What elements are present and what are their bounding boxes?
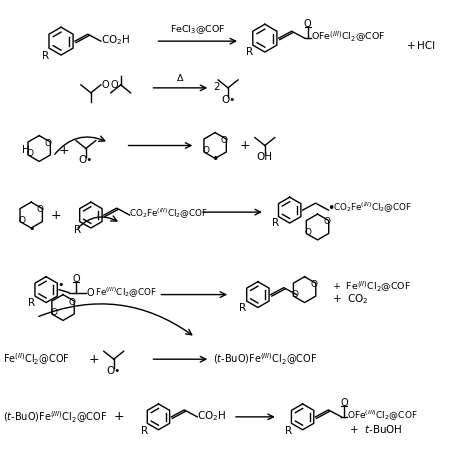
Text: Fe$^{(II)}$Cl$_2$@COF: Fe$^{(II)}$Cl$_2$@COF bbox=[3, 351, 70, 367]
Text: O: O bbox=[221, 136, 228, 145]
Text: +: + bbox=[89, 353, 99, 366]
Text: •: • bbox=[328, 202, 335, 215]
Text: O: O bbox=[102, 80, 109, 90]
Text: R: R bbox=[141, 426, 148, 436]
Text: Fe$^{(III)}$Cl$_2$@COF: Fe$^{(III)}$Cl$_2$@COF bbox=[95, 286, 157, 300]
Text: +  $t$-BuOH: + $t$-BuOH bbox=[349, 423, 403, 435]
Text: •: • bbox=[28, 224, 35, 234]
Text: O: O bbox=[111, 80, 118, 90]
Text: O: O bbox=[69, 298, 76, 307]
Text: O: O bbox=[18, 216, 26, 225]
Text: O: O bbox=[27, 149, 34, 158]
Text: CO$_2$H: CO$_2$H bbox=[101, 33, 130, 47]
Text: O: O bbox=[45, 138, 52, 148]
Text: OFe$^{(III)}$Cl$_2$@COF: OFe$^{(III)}$Cl$_2$@COF bbox=[347, 409, 418, 423]
Text: O•: O• bbox=[221, 95, 235, 105]
Text: +: + bbox=[240, 139, 251, 152]
Text: +: + bbox=[59, 144, 69, 157]
Text: HCl: HCl bbox=[417, 41, 435, 51]
Text: +: + bbox=[51, 208, 61, 222]
Text: R: R bbox=[239, 303, 246, 313]
Text: R: R bbox=[272, 218, 279, 228]
Text: O: O bbox=[310, 280, 317, 289]
Text: O: O bbox=[304, 19, 311, 29]
Text: R: R bbox=[74, 225, 82, 235]
Text: OFe$^{(III)}$Cl$_2$@COF: OFe$^{(III)}$Cl$_2$@COF bbox=[310, 30, 385, 44]
Text: R: R bbox=[27, 298, 35, 308]
Text: +  Fe$^{(II)}$Cl$_2$@COF: + Fe$^{(II)}$Cl$_2$@COF bbox=[332, 280, 411, 294]
Text: O: O bbox=[340, 398, 348, 408]
Text: OH: OH bbox=[257, 153, 273, 162]
Text: CO$_2$H: CO$_2$H bbox=[197, 409, 227, 423]
Text: O: O bbox=[37, 205, 44, 214]
Text: 2: 2 bbox=[213, 82, 220, 92]
Text: R: R bbox=[246, 47, 254, 57]
Text: +: + bbox=[407, 41, 416, 51]
Text: O•: O• bbox=[79, 155, 93, 165]
Text: O: O bbox=[323, 217, 330, 226]
Text: R: R bbox=[285, 426, 292, 436]
Text: FeCl$_3$@COF: FeCl$_3$@COF bbox=[170, 23, 226, 36]
Text: O: O bbox=[50, 308, 57, 317]
Text: Δ: Δ bbox=[177, 74, 183, 83]
Text: +  CO$_2$: + CO$_2$ bbox=[332, 292, 369, 307]
Text: $(t$-BuO)Fe$^{(III)}$Cl$_2$@COF: $(t$-BuO)Fe$^{(III)}$Cl$_2$@COF bbox=[3, 409, 108, 425]
Text: O•: O• bbox=[107, 366, 121, 376]
Text: H: H bbox=[22, 145, 30, 155]
Text: O: O bbox=[87, 287, 94, 298]
Text: +: + bbox=[113, 410, 124, 423]
Text: CO$_2$Fe$^{(III)}$Cl$_2$@COF: CO$_2$Fe$^{(III)}$Cl$_2$@COF bbox=[333, 201, 413, 215]
Text: O: O bbox=[292, 291, 299, 299]
Text: R: R bbox=[42, 51, 49, 61]
Text: O: O bbox=[72, 274, 80, 284]
Text: •: • bbox=[211, 153, 219, 166]
Text: O: O bbox=[202, 146, 210, 155]
Text: CO$_2$Fe$^{(III)}$Cl$_2$@COF: CO$_2$Fe$^{(III)}$Cl$_2$@COF bbox=[128, 207, 208, 221]
Text: •: • bbox=[58, 280, 64, 290]
Text: O: O bbox=[305, 228, 312, 237]
Text: $(t$-BuO)Fe$^{(III)}$Cl$_2$@COF: $(t$-BuO)Fe$^{(III)}$Cl$_2$@COF bbox=[213, 351, 318, 367]
